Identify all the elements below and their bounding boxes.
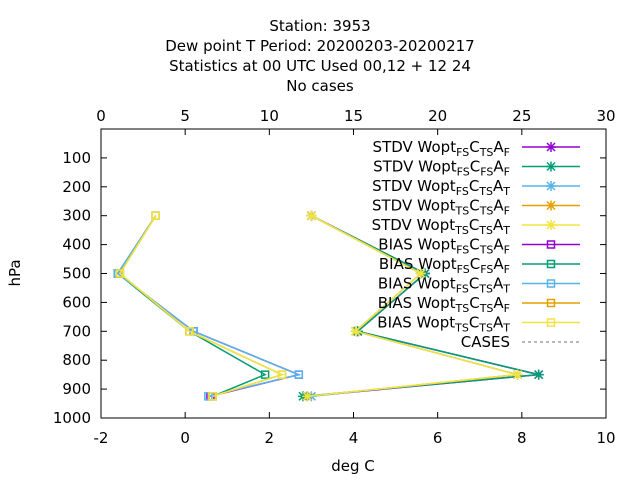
x2-tick-label: 10	[260, 107, 279, 125]
data-point	[306, 210, 317, 221]
data-point	[208, 392, 217, 401]
legend-entry-6: BIAS WoptFSCFSAF	[379, 255, 580, 276]
data-point	[115, 269, 125, 278]
legend-label: STDV WoptFSCFSAF	[373, 158, 510, 179]
legend-marker	[546, 220, 556, 230]
y-tick-label: 400	[62, 236, 91, 254]
legend-label: BIAS WoptFSCFSAF	[379, 255, 510, 276]
legend-entry-3: STDV WoptTSCTSAF	[372, 197, 580, 218]
y-tick-label: 500	[62, 265, 91, 283]
series-line	[116, 215, 267, 398]
legend-label: STDV WoptTSCTSAT	[372, 216, 511, 237]
x-tick-label: 0	[180, 429, 190, 447]
legend-label: STDV WoptTSCTSAF	[372, 197, 510, 218]
x2-tick-label: 5	[180, 107, 190, 125]
legend-entry-8: BIAS WoptTSCTSAF	[378, 294, 580, 315]
y-tick-label: 900	[62, 380, 91, 398]
x2-tick-label: 15	[344, 107, 363, 125]
legend-label: CASES	[461, 333, 510, 351]
y-tick-label: 200	[62, 178, 91, 196]
data-point	[277, 370, 287, 379]
legend-marker	[546, 298, 556, 308]
x-tick-label: 6	[433, 429, 443, 447]
legend-marker	[546, 240, 556, 249]
legend-entry-7: BIAS WoptFSCTSAT	[378, 275, 580, 296]
chart-title-line-1: Station: 3953	[269, 17, 371, 35]
legend-label: BIAS WoptFSCTSAT	[378, 275, 510, 296]
series-layer	[113, 210, 544, 402]
legend-entry-9: BIAS WoptTSCTSAT	[377, 314, 580, 335]
series-6	[113, 211, 270, 401]
x-tick-label: 10	[596, 429, 615, 447]
x2-tick-label: 25	[512, 107, 531, 125]
y-tick-label: 700	[62, 322, 91, 340]
legend-entry-10: CASES	[461, 333, 580, 351]
legend-marker	[546, 318, 556, 327]
x2-tick-label: 20	[428, 107, 447, 125]
legend-label: BIAS WoptTSCTSAT	[377, 314, 510, 335]
data-point	[302, 391, 313, 402]
legend-entry-1: STDV WoptFSCFSAF	[373, 158, 580, 179]
x-tick-label: -2	[94, 429, 109, 447]
data-point	[185, 327, 194, 336]
x-tick-label: 8	[517, 429, 527, 447]
data-point	[533, 369, 544, 380]
y-tick-label: 300	[62, 207, 91, 225]
legend-marker	[546, 200, 556, 211]
legend-entry-0: STDV WoptFSCTSAF	[373, 138, 580, 159]
plot-frame	[100, 128, 607, 419]
data-point	[415, 268, 426, 279]
y-tick-label: 1000	[53, 409, 91, 427]
legend-label: STDV WoptFSCTSAT	[372, 177, 510, 198]
data-point	[512, 369, 523, 380]
legend-marker	[546, 181, 556, 191]
series-line	[118, 215, 285, 398]
axis-ticks: -2 0 2 4 6 8 100 5 10 15 20 25 301002003004005006007…	[53, 107, 616, 447]
legend-label: BIAS WoptTSCTSAF	[378, 294, 510, 315]
series-line	[118, 215, 285, 398]
x-tick-label: 2	[265, 429, 275, 447]
y-tick-label: 600	[62, 293, 91, 311]
data-point	[350, 326, 361, 337]
chart-title-line-4: No cases	[286, 77, 354, 95]
chart-title-line-2: Dew point T Period: 20200203-20200217	[165, 37, 475, 55]
x2-tick-label: 0	[96, 107, 106, 125]
legend-label: STDV WoptFSCTSAF	[373, 138, 510, 159]
y-axis-label: hPa	[6, 259, 24, 286]
legend-entry-2: STDV WoptFSCTSAT	[372, 177, 580, 198]
legend-entry-4: STDV WoptTSCTSAT	[372, 216, 580, 237]
legend-marker	[546, 142, 556, 152]
x-tick-label: 4	[349, 429, 359, 447]
x-axis-label: deg C	[331, 457, 375, 475]
data-point	[294, 370, 304, 379]
data-point	[151, 211, 160, 220]
series-4	[302, 210, 523, 402]
y-tick-label: 100	[62, 149, 91, 167]
chart-title-line-3: Statistics at 00 UTC Used 00,12 + 12 24	[169, 57, 471, 75]
y-tick-label: 800	[62, 351, 91, 369]
legend-label: BIAS WoptFSCTSAF	[378, 236, 510, 257]
legend-marker	[546, 279, 556, 288]
data-point	[260, 370, 270, 379]
x2-tick-label: 30	[596, 107, 615, 125]
legend-marker	[546, 259, 556, 269]
legend-entry-5: BIAS WoptFSCTSAF	[378, 236, 580, 257]
series-9	[115, 211, 287, 401]
legend-marker	[546, 161, 556, 172]
